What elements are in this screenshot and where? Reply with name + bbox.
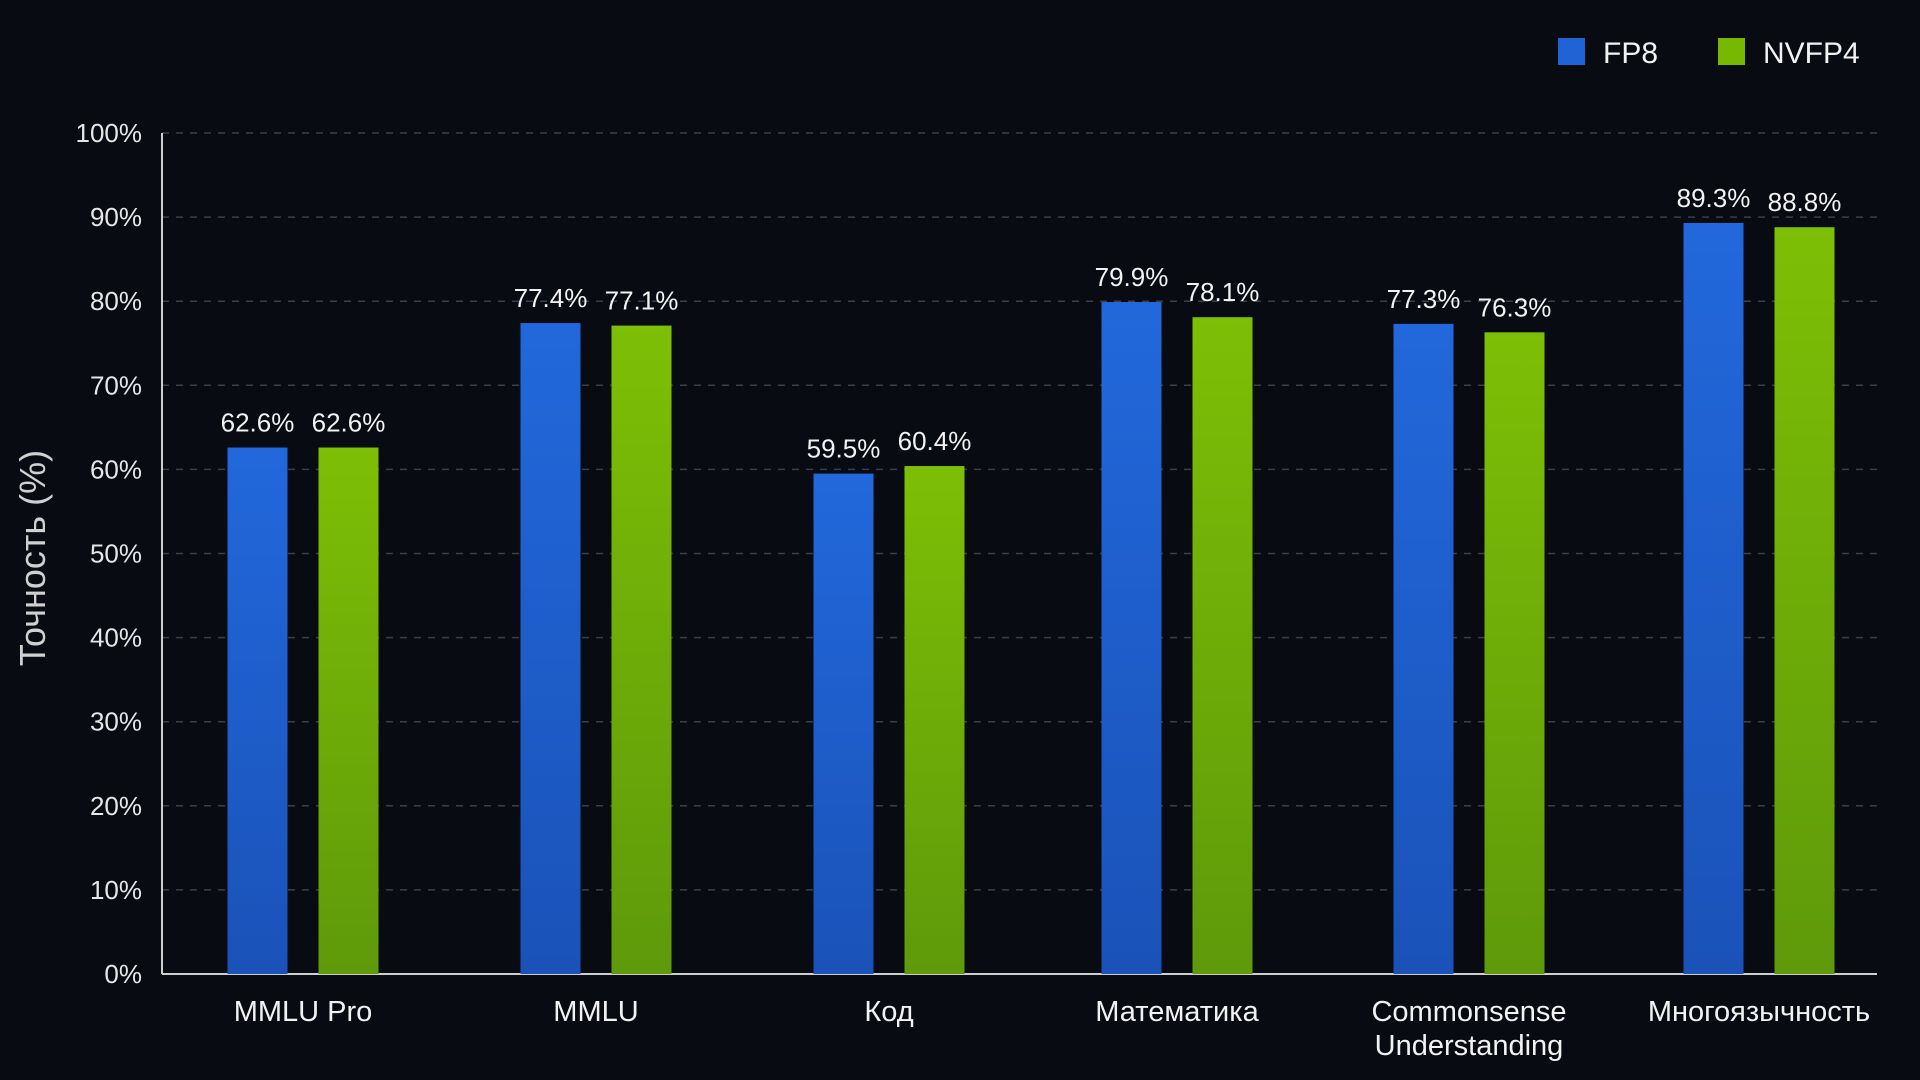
- x-tick-label: Commonsense: [1371, 996, 1566, 1028]
- bar-fp8-2: [813, 473, 874, 974]
- y-tick-label: 30%: [90, 707, 142, 737]
- bar-fp8-3: [1101, 302, 1162, 974]
- data-label: 62.6%: [221, 408, 295, 438]
- data-label: 62.6%: [312, 408, 386, 438]
- x-tick-label: Математика: [1095, 996, 1259, 1028]
- data-label: 79.9%: [1095, 262, 1169, 292]
- bar-nvfp4-1: [611, 325, 672, 974]
- y-tick-label: 40%: [90, 623, 142, 653]
- bar-nvfp4-5: [1774, 227, 1835, 974]
- data-label: 77.4%: [514, 283, 588, 313]
- bar-nvfp4-3: [1192, 317, 1253, 975]
- data-label: 77.3%: [1387, 284, 1461, 314]
- y-tick-label: 90%: [90, 202, 142, 232]
- y-tick-label: 100%: [76, 118, 143, 148]
- data-label: 88.8%: [1768, 187, 1842, 217]
- y-tick-label: 80%: [90, 286, 142, 316]
- data-label: 89.3%: [1677, 183, 1751, 213]
- data-label: 60.4%: [898, 426, 972, 456]
- y-tick-label: 50%: [90, 539, 142, 569]
- x-tick-label: Understanding: [1375, 1030, 1564, 1062]
- legend-swatch-fp8: [1558, 38, 1585, 65]
- y-axis-label: Точность (%): [12, 450, 53, 666]
- bar-fp8-1: [520, 323, 581, 974]
- bars: [227, 222, 1835, 975]
- legend-label-fp8: FP8: [1603, 37, 1658, 70]
- bar-nvfp4-4: [1484, 332, 1545, 974]
- bar-fp8-5: [1683, 222, 1744, 974]
- legend-swatch-nvfp4: [1718, 38, 1745, 65]
- labels: 0% 10% 20% 30% 40% 50% 60% 70% 80% 90% 100% Точност…: [12, 118, 1870, 1062]
- x-tick-label: MMLU: [553, 996, 638, 1028]
- y-tick-label: 20%: [90, 791, 142, 821]
- y-tick-label: 60%: [90, 454, 142, 484]
- data-label: 59.5%: [807, 434, 881, 464]
- data-label: 78.1%: [1186, 277, 1260, 307]
- data-label: 77.1%: [605, 286, 679, 316]
- x-tick-label: Многоязычность: [1648, 996, 1870, 1028]
- gridlines: [161, 132, 1877, 975]
- bar-fp8-4: [1393, 323, 1454, 975]
- bar-nvfp4-0: [318, 447, 379, 974]
- bar-nvfp4-2: [904, 466, 965, 974]
- y-tick-label: 70%: [90, 370, 142, 400]
- y-tick-label: 0%: [104, 959, 142, 989]
- y-tick-label: 10%: [90, 875, 142, 905]
- legend: FP8 NVFP4: [1558, 37, 1860, 70]
- bar-fp8-0: [227, 447, 288, 974]
- x-tick-label: MMLU Pro: [234, 996, 373, 1028]
- data-label: 76.3%: [1478, 292, 1552, 322]
- legend-label-nvfp4: NVFP4: [1763, 37, 1860, 70]
- x-tick-label: Код: [864, 996, 913, 1028]
